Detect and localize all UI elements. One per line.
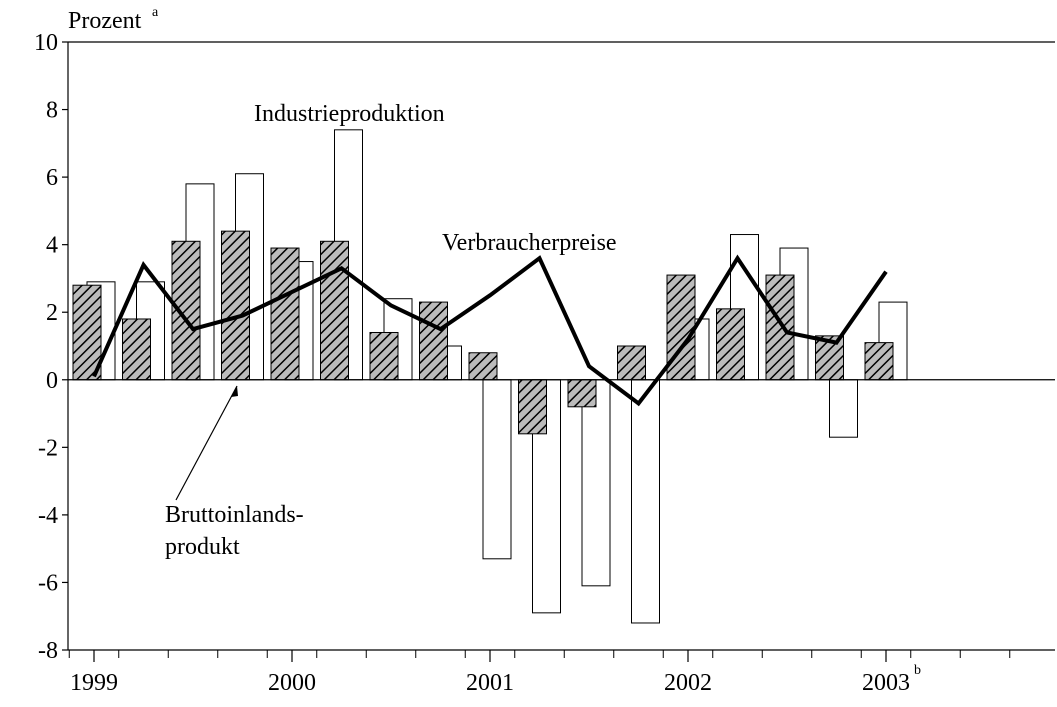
bar [631,379,660,624]
y-tick-label: 10 [34,30,58,56]
y-tick-label: 6 [46,165,58,191]
bar [122,318,151,381]
bar [829,379,858,438]
y-tick-label: -2 [38,435,58,461]
x-tick-label: 2001 [466,670,514,696]
y-axis-label: Prozent [68,8,142,34]
bar [482,379,512,560]
bar [468,352,498,381]
series-label: produkt [165,534,240,560]
bar [72,284,102,381]
bar [320,240,349,381]
y-tick-label: -8 [38,638,58,664]
category-note: b [914,663,921,678]
x-tick-label: 2002 [664,670,712,696]
arrow-head [231,386,238,397]
y-axis-label-note: a [152,5,159,20]
series-label: Verbraucherpreise [442,230,617,256]
series-label: Bruttoinlands- [165,502,304,528]
y-tick-label: -6 [38,570,58,596]
bar [518,379,547,435]
bar [716,308,745,381]
bar [617,345,646,381]
y-tick-label: 8 [46,98,58,124]
bar [567,379,597,408]
bar [419,301,448,381]
series-label: Industrieproduktion [254,101,445,127]
bar [581,379,611,587]
bar [369,331,399,381]
y-tick-label: 4 [46,233,58,259]
y-tick-label: 0 [46,368,58,394]
bar [765,274,795,381]
x-tick-label: 2000 [268,670,316,696]
line [92,254,888,407]
bar [270,247,300,381]
y-tick-label: 2 [46,300,58,326]
arrow [175,385,238,501]
x-tick-label: 1999 [70,670,118,696]
y-tick-label: -4 [38,503,58,529]
bar [864,342,894,381]
x-tick-label: 2003 [862,670,910,696]
bar [221,230,250,381]
